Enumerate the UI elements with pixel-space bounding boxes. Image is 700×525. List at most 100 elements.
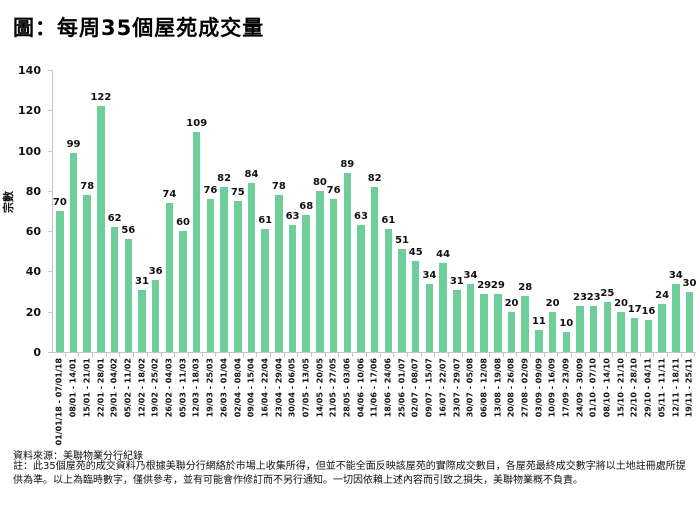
- bar-value-label: 78: [271, 180, 286, 192]
- bar: [480, 293, 488, 352]
- x-label-cell: 15/10 - 21/10: [613, 357, 627, 451]
- bar-value-label: 29: [477, 279, 492, 291]
- bar-value-label: 82: [217, 172, 232, 184]
- x-tick-label: 17/09 - 23/09: [561, 358, 571, 418]
- y-tick-mark: [48, 150, 53, 152]
- x-label-cell: 06/08 - 12/08: [476, 357, 490, 451]
- bar-value-label: 20: [504, 297, 519, 309]
- bar-column: 11: [532, 70, 546, 352]
- bar-column: 56: [121, 70, 135, 352]
- x-label-cell: 02/07 - 08/07: [408, 357, 422, 451]
- bar-column: 62: [108, 70, 122, 352]
- x-label-cell: 05/11 - 11/11: [654, 357, 668, 451]
- bar-value-label: 34: [668, 269, 683, 281]
- x-tick-label: 14/05 - 20/05: [314, 358, 324, 418]
- y-tick-label: 120: [18, 104, 41, 118]
- x-tick-label: 05/03 - 11/03: [178, 358, 188, 418]
- x-tick-mark: [504, 353, 518, 357]
- bar: [110, 227, 119, 352]
- x-tick-label: 15/10 - 21/10: [616, 358, 626, 418]
- x-tick-mark: [367, 353, 381, 357]
- bar-column: 24: [655, 70, 669, 352]
- bar-value-label: 45: [408, 247, 423, 259]
- x-label-cell: 29/10 - 04/11: [641, 357, 655, 451]
- x-tick-mark: [545, 353, 559, 357]
- x-label-cell: 20/08 - 26/08: [504, 357, 518, 451]
- x-tick-label: 30/07 - 05/08: [465, 358, 475, 418]
- x-tick-mark: [230, 353, 244, 357]
- x-tick-mark: [107, 353, 121, 357]
- x-label-cell: 10/09 - 16/09: [545, 357, 559, 451]
- x-label-cell: 25/06 - 01/07: [394, 357, 408, 451]
- x-tick-mark: [449, 353, 463, 357]
- x-label-cell: 19/03 - 25/03: [203, 357, 217, 451]
- y-tick-mark: [48, 311, 53, 313]
- bar-value-label: 82: [367, 172, 382, 184]
- x-tick-label: 08/01 - 14/01: [68, 358, 78, 418]
- x-tick-label: 28/05 - 03/06: [342, 358, 352, 418]
- bar-column: 78: [80, 70, 94, 352]
- bar-value-label: 20: [614, 297, 628, 309]
- x-tick-mark: [353, 353, 367, 357]
- bar: [220, 186, 228, 352]
- x-tick-label: 12/02 - 18/02: [136, 358, 146, 418]
- bar: [685, 291, 694, 352]
- bar-value-label: 89: [340, 158, 355, 170]
- x-label-cell: 17/09 - 23/09: [558, 357, 572, 451]
- bar-series: 70 99 78 122 62 56 31 36 74 60 109 76 82 75 84 61 78 63 68…: [53, 70, 696, 352]
- x-tick-mark: [189, 353, 203, 357]
- x-label-cell: 07/05 - 13/05: [298, 357, 312, 451]
- y-tick-label: 40: [25, 265, 41, 279]
- bar: [247, 182, 256, 352]
- bar-column: 61: [258, 70, 272, 352]
- x-tick-mark: [52, 353, 66, 357]
- bar: [562, 331, 571, 352]
- bar: [288, 225, 297, 352]
- x-label-cell: 26/03 - 01/04: [216, 357, 230, 451]
- bar: [617, 311, 625, 352]
- bar-column: 84: [244, 70, 259, 352]
- x-tick-label: 18/06 - 24/06: [383, 358, 393, 418]
- x-tick-label: 07/05 - 13/05: [301, 358, 311, 418]
- bar: [466, 283, 475, 352]
- bar-value-label: 23: [573, 291, 587, 303]
- bar-column: 75: [231, 70, 245, 352]
- bar: [83, 194, 91, 352]
- bar: [124, 239, 133, 352]
- x-label-cell: 23/04 - 29/04: [271, 357, 285, 451]
- bar: [234, 200, 242, 352]
- bar-value-label: 68: [299, 201, 314, 213]
- bar: [165, 202, 174, 352]
- x-label-cell: 05/02 - 11/02: [120, 357, 134, 451]
- x-tick-mark: [326, 353, 340, 357]
- bar-value-label: 75: [230, 186, 245, 198]
- bar: [316, 190, 324, 352]
- x-tick-mark: [408, 353, 422, 357]
- y-tick-label: 60: [25, 225, 41, 239]
- bar-column: 31: [450, 70, 464, 352]
- x-tick-label: 24/09 - 30/09: [574, 358, 584, 418]
- plot-area: 70 99 78 122 62 56 31 36 74 60 109 76 82 75 84 61 78 63 68…: [48, 70, 696, 353]
- x-tick-mark: [285, 353, 299, 357]
- bar-value-label: 29: [490, 279, 505, 291]
- x-label-cell: 14/05 - 20/05: [312, 357, 326, 451]
- bar: [398, 249, 406, 352]
- bar-column: 122: [90, 70, 111, 352]
- x-label-cell: 27/08 - 02/09: [517, 357, 531, 451]
- x-tick-mark: [175, 353, 189, 357]
- x-tick-mark: [134, 353, 148, 357]
- bar-value-label: 84: [244, 168, 259, 180]
- bar-column: 80: [313, 70, 327, 352]
- x-label-cell: 11/06 - 17/06: [367, 357, 381, 451]
- bar: [206, 198, 215, 352]
- bar-value-label: 36: [148, 265, 163, 277]
- bar: [329, 198, 338, 352]
- bar: [576, 305, 584, 352]
- bar-value-label: 44: [436, 249, 451, 261]
- bar-column: 16: [641, 70, 655, 352]
- bar: [548, 311, 557, 352]
- bar: [138, 289, 146, 352]
- bar: [192, 132, 201, 352]
- x-tick-mark: [298, 353, 313, 357]
- bar-column: 89: [340, 70, 354, 352]
